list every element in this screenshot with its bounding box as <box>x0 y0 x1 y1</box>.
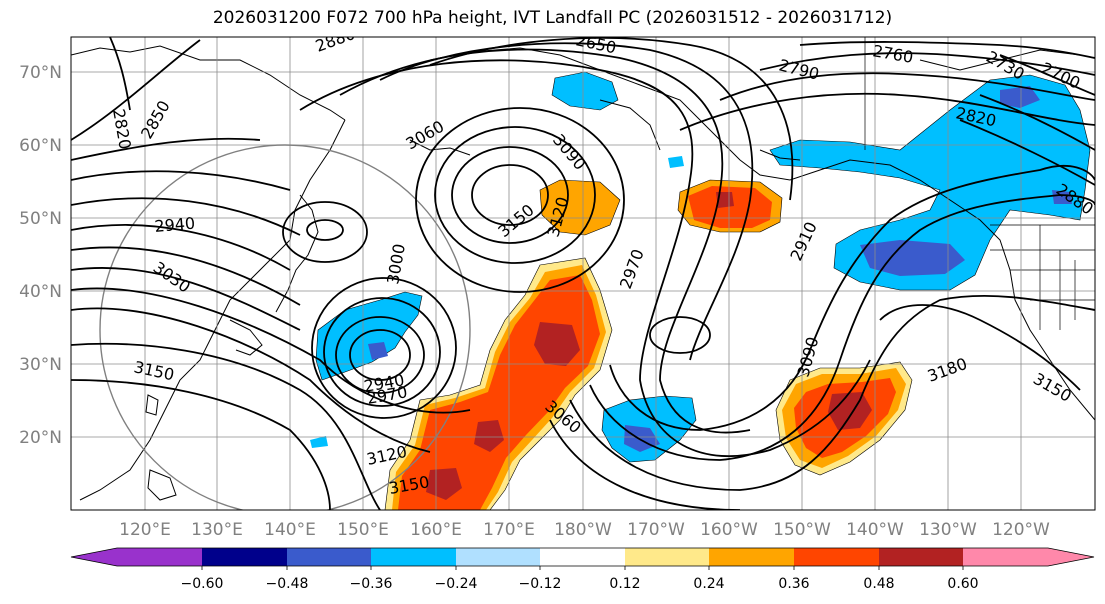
colorbar: −0.60 −0.48 −0.36 −0.24 −0.12 0.12 0.24 … <box>70 547 1095 592</box>
lon-label: 180°W <box>554 520 612 540</box>
colorbar-bin <box>456 548 540 566</box>
colorbar-tick: 0.60 <box>947 576 978 592</box>
colorbar-bin <box>794 548 879 566</box>
lon-label: 170°E <box>483 520 535 540</box>
contour-label: 2940 <box>154 214 196 236</box>
colorbar-bin <box>287 548 371 566</box>
colorbar-bin <box>371 548 456 566</box>
lon-label: 130°E <box>191 520 243 540</box>
latitude-labels: 70°N 60°N 50°N 40°N 30°N 20°N <box>19 63 62 448</box>
lat-label: 50°N <box>19 209 62 229</box>
height-contours <box>71 37 1095 510</box>
colorbar-tick: 0.12 <box>609 576 640 592</box>
colorbar-tick: −0.24 <box>435 576 478 592</box>
colorbar-bin <box>625 548 709 566</box>
positive-anomaly-regions <box>384 179 913 510</box>
colorbar-tick: 0.48 <box>863 576 894 592</box>
colorbar-tick: −0.60 <box>181 576 224 592</box>
colorbar-tick: 0.36 <box>778 576 809 592</box>
colorbar-bin <box>117 548 202 566</box>
colorbar-bin <box>709 548 794 566</box>
colorbar-bin <box>202 548 287 566</box>
map-frame <box>70 36 1096 511</box>
lon-label: 140°E <box>264 520 316 540</box>
radius-circle <box>99 144 471 510</box>
lon-label: 160°E <box>410 520 462 540</box>
lon-label: 140°W <box>846 520 904 540</box>
lon-label: 150°E <box>337 520 389 540</box>
colorbar-bin <box>879 548 963 566</box>
colorbar-over-arrow <box>1048 548 1094 566</box>
colorbar-tick: −0.36 <box>350 576 393 592</box>
lon-label: 160°W <box>700 520 758 540</box>
lat-label: 30°N <box>19 355 62 375</box>
lon-label: 150°W <box>773 520 831 540</box>
colorbar-outline <box>70 547 1095 567</box>
lon-label: 120°E <box>119 520 171 540</box>
chart-title: 2026031200 F072 700 hPa height, IVT Land… <box>212 8 893 28</box>
map-content: 2880 2820 2850 2650 2760 2790 2700 2730 … <box>71 37 1095 510</box>
gridlines <box>71 37 1095 510</box>
colorbar-bin <box>540 548 625 566</box>
negative-anomaly-regions <box>310 71 1091 463</box>
contour-labels: 2880 2820 2850 2650 2760 2790 2700 2730 … <box>109 37 1095 498</box>
longitude-labels: 120°E 130°E 140°E 150°E 160°E 170°E 180°… <box>119 520 1050 540</box>
colorbar-tick: −0.12 <box>519 576 562 592</box>
lon-label: 130°W <box>919 520 977 540</box>
lat-label: 70°N <box>19 63 62 83</box>
colorbar-under-arrow <box>71 548 117 566</box>
lon-label: 170°W <box>627 520 685 540</box>
lat-label: 40°N <box>19 282 62 302</box>
lon-label: 120°W <box>992 520 1050 540</box>
lat-label: 20°N <box>19 428 62 448</box>
colorbar-bin <box>963 548 1048 566</box>
colorbar-tick: −0.48 <box>266 576 309 592</box>
colorbar-tick: 0.24 <box>693 576 724 592</box>
lat-label: 60°N <box>19 136 62 156</box>
